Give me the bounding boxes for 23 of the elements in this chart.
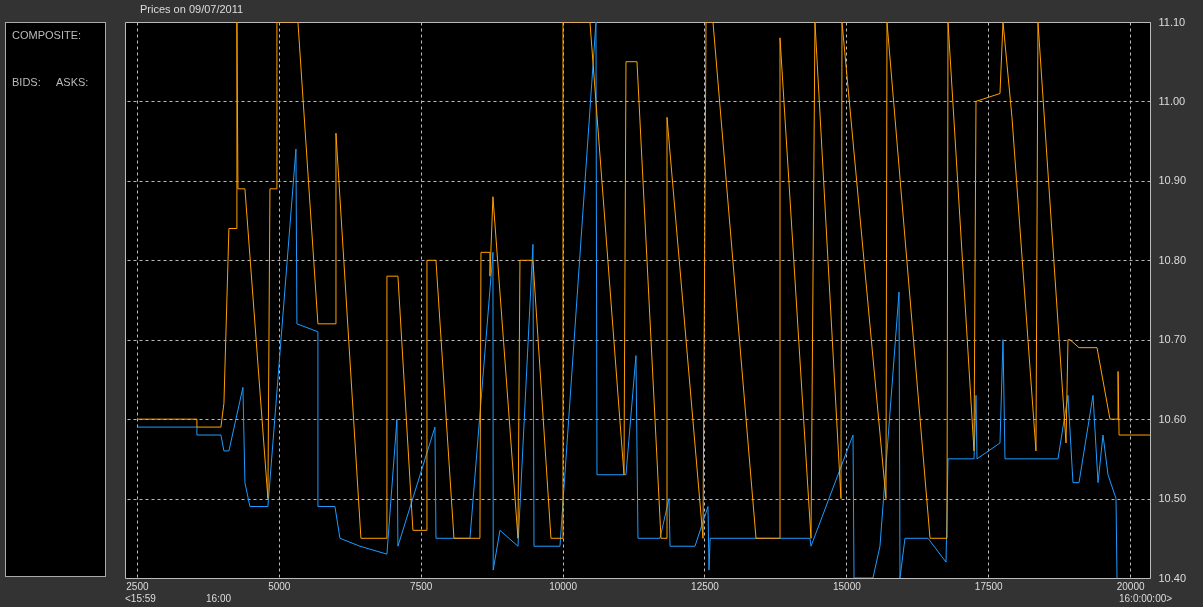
y-tick-label: 10.90 bbox=[1158, 174, 1187, 187]
x-tick-label: 15000 bbox=[832, 580, 862, 592]
y-tick-label: 10.80 bbox=[1158, 253, 1187, 266]
y-tick-label: 10.40 bbox=[1158, 571, 1187, 584]
text: 16:00 bbox=[206, 593, 232, 604]
text: ASKS: bbox=[56, 76, 89, 88]
chart-title: Prices on 09/07/2011 bbox=[140, 3, 244, 15]
text: 16:0:00:00> bbox=[1119, 593, 1173, 604]
x-tick-label: 2500 bbox=[126, 580, 149, 592]
y-tick-label: 10.60 bbox=[1158, 412, 1187, 425]
text: COMPOSITE: bbox=[12, 29, 82, 41]
y-tick-label: 10.70 bbox=[1158, 333, 1187, 346]
text: <15:59 bbox=[125, 593, 156, 604]
y-tick-label: 11.00 bbox=[1158, 94, 1186, 107]
x-tick-label: 5000 bbox=[268, 580, 291, 592]
y-tick-label: 10.50 bbox=[1158, 492, 1187, 505]
y-tick-label: 11.10 bbox=[1158, 15, 1186, 28]
x-tick-label: 20000 bbox=[1116, 580, 1145, 592]
x-tick-label: 7500 bbox=[410, 580, 433, 592]
x-tick-label: 10000 bbox=[549, 580, 578, 592]
x-tick-label: 12500 bbox=[691, 580, 720, 592]
text: BIDS: bbox=[12, 76, 41, 88]
x-tick-label: 17500 bbox=[974, 580, 1004, 592]
